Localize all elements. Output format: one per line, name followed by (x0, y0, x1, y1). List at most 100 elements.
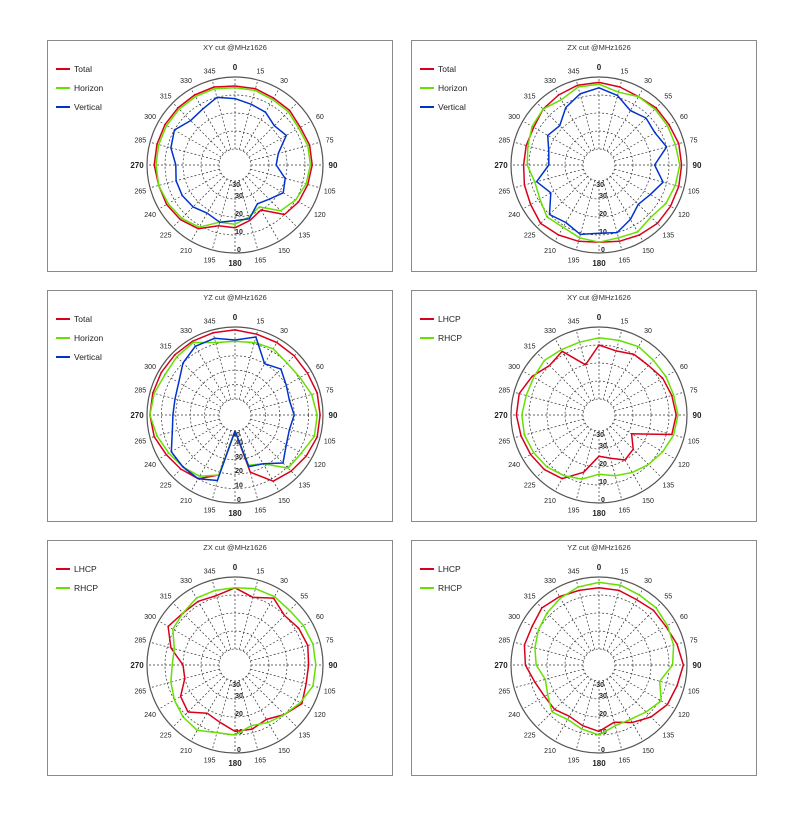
series-line-rhcp (170, 587, 317, 736)
radial-center-label: -30 (594, 682, 604, 689)
spoke-line (172, 102, 224, 154)
grid-ring (546, 112, 652, 218)
radial-tick-label: 20 (599, 711, 607, 718)
legend-label: LHCP (438, 314, 461, 324)
spoke-line (238, 180, 259, 251)
angle-tick-label: 180 (228, 509, 242, 518)
spoke-line (149, 418, 220, 439)
angle-tick-label: 120 (678, 212, 690, 219)
spoke-line (149, 391, 220, 412)
angle-tick-label: 0 (233, 63, 238, 72)
inner-ring (218, 648, 252, 682)
radial-tick-label: 10 (599, 479, 607, 486)
angle-tick-label: 165 (619, 758, 631, 765)
spoke-line (606, 338, 644, 402)
series-line-rhcp (534, 581, 675, 736)
angle-tick-label: 300 (508, 364, 520, 371)
grid-ring (161, 341, 309, 489)
angle-tick-label: 135 (662, 232, 674, 239)
angle-tick-label: 330 (180, 578, 192, 585)
spoke-line (158, 172, 222, 210)
angle-tick-label: 225 (160, 732, 172, 739)
spoke-line (612, 672, 676, 710)
angle-tick-label: 270 (130, 661, 144, 670)
radial-tick-label: 0 (601, 497, 605, 504)
angle-tick-label: 330 (544, 78, 556, 85)
angle-tick-label: 315 (524, 344, 536, 351)
angle-tick-label: 90 (329, 161, 338, 170)
angle-tick-label: 330 (544, 328, 556, 335)
radial-tick-label: 30 (599, 193, 607, 200)
angle-tick-label: 225 (524, 482, 536, 489)
spoke-line (536, 176, 588, 228)
angle-tick-label: 90 (693, 661, 702, 670)
angle-tick-label: 270 (494, 661, 508, 670)
spoke-line (248, 172, 312, 210)
radial-tick-label: 20 (599, 461, 607, 468)
angle-tick-label: 165 (255, 758, 267, 765)
angle-tick-label: 315 (160, 94, 172, 101)
angle-tick-label: 195 (204, 758, 216, 765)
spoke-line (536, 102, 588, 154)
angle-tick-label: 240 (144, 212, 156, 219)
radial-tick-label: 0 (237, 247, 241, 254)
outer-ring (510, 76, 688, 254)
spoke-line (248, 620, 312, 658)
angle-tick-label: 240 (508, 462, 520, 469)
angle-tick-label: 120 (678, 462, 690, 469)
grid-ring (528, 94, 670, 236)
angle-tick-label: 210 (180, 248, 192, 255)
radial-tick-label: 0 (237, 497, 241, 504)
legend-label: LHCP (438, 564, 461, 574)
angle-tick-label: 240 (144, 712, 156, 719)
outer-ring (146, 576, 324, 754)
radial-tick-label: 20 (235, 711, 243, 718)
grid-ring (204, 384, 266, 446)
chart-title: ZX cut @MHz1626 (567, 43, 630, 52)
radial-tick-label: 30 (599, 693, 607, 700)
spoke-line (575, 680, 596, 751)
spoke-line (158, 422, 222, 460)
spoke-line (536, 602, 588, 654)
legend-label: Horizon (438, 83, 468, 93)
angle-tick-label: 265 (134, 188, 146, 195)
angle-tick-label: 120 (678, 712, 690, 719)
angle-tick-label: 300 (508, 614, 520, 621)
angle-tick-label: 0 (233, 563, 238, 572)
legend-label: Total (74, 314, 92, 324)
series-line-lhcp (167, 587, 310, 733)
grid-ring (200, 130, 270, 200)
angle-tick-label: 285 (498, 388, 510, 395)
spoke-line (158, 120, 222, 158)
angle-tick-label: 300 (144, 364, 156, 371)
angle-tick-label: 300 (144, 614, 156, 621)
spoke-line (242, 678, 280, 742)
radial-tick-label: 30 (235, 693, 243, 700)
outer-ring (510, 576, 688, 754)
series-line-horizon (155, 87, 312, 228)
angle-tick-label: 165 (619, 508, 631, 515)
angle-tick-label: 150 (278, 248, 290, 255)
spoke-line (246, 352, 298, 404)
angle-tick-label: 330 (180, 328, 192, 335)
angle-tick-label: 15 (256, 318, 264, 325)
angle-tick-label: 30 (280, 78, 288, 85)
chart-panel-3: YZ cut @MHz1626 0 15 30 60 75 90 105 120 135 150 16… (47, 290, 393, 522)
angle-tick-label: 265 (498, 188, 510, 195)
angle-tick-label: 300 (144, 114, 156, 121)
polar-grid (146, 76, 324, 254)
spoke-line (211, 79, 232, 150)
series-line-horizon (526, 83, 681, 243)
spoke-line (522, 620, 586, 658)
angle-tick-label: 195 (568, 758, 580, 765)
angle-tick-label: 315 (524, 94, 536, 101)
angle-tick-label: 135 (298, 482, 310, 489)
angle-tick-label: 0 (597, 63, 602, 72)
spoke-line (602, 329, 623, 400)
chart-title: ZX cut @MHz1626 (203, 543, 266, 552)
grid-ring (189, 369, 281, 461)
angle-tick-label: 105 (324, 438, 336, 445)
spoke-line (536, 352, 588, 404)
angle-tick-label: 210 (544, 748, 556, 755)
inner-ring (582, 648, 616, 682)
